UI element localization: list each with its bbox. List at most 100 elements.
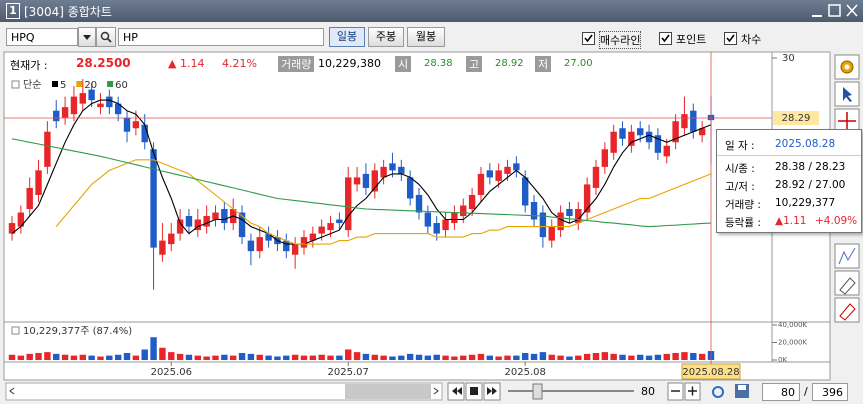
legend-label: 20 bbox=[84, 80, 97, 91]
candle-body bbox=[362, 173, 370, 188]
period-button[interactable]: 월봉 bbox=[407, 27, 445, 47]
candle-body bbox=[221, 209, 228, 224]
data-tooltip: 일 자 : 2025.08.28 시/종 : 28.38 / 28.23 고/저… bbox=[716, 129, 862, 233]
volume-bar bbox=[681, 352, 688, 360]
scrollbar[interactable] bbox=[5, 382, 443, 401]
candle-body bbox=[353, 177, 361, 185]
volume-bar bbox=[212, 355, 219, 360]
option-label: 포인트 bbox=[676, 33, 707, 46]
volume-bar bbox=[238, 352, 246, 360]
candle-body bbox=[681, 114, 688, 129]
x-label-highlight bbox=[681, 363, 741, 380]
candle-body bbox=[309, 233, 317, 241]
candle-body bbox=[114, 103, 122, 115]
legend-label: 60 bbox=[115, 80, 128, 91]
volume-bar bbox=[371, 354, 378, 360]
candle-body bbox=[495, 170, 502, 181]
volume-bar bbox=[460, 355, 467, 360]
scroll-thumb[interactable] bbox=[345, 384, 431, 399]
price-change: ▲ 1.14 bbox=[168, 57, 205, 70]
high-label: 고 bbox=[466, 56, 483, 72]
volume-bar bbox=[406, 353, 414, 360]
chart-frame bbox=[3, 51, 831, 381]
volume-bar bbox=[663, 353, 670, 360]
candle-body bbox=[663, 145, 670, 157]
tooltip-label: 등락률 : bbox=[725, 217, 761, 229]
volume-bar bbox=[690, 352, 697, 360]
volume-bar bbox=[521, 352, 529, 360]
candle-body bbox=[628, 131, 635, 146]
candle-body bbox=[150, 149, 157, 248]
volume-bar bbox=[583, 353, 591, 360]
candle-body bbox=[238, 212, 246, 238]
period-button[interactable]: 주봉 bbox=[368, 27, 404, 47]
volume-bar bbox=[283, 355, 290, 360]
code-dropdown[interactable] bbox=[78, 27, 96, 47]
name-field: HP bbox=[118, 28, 324, 46]
candle-body bbox=[159, 240, 166, 255]
candle-body bbox=[645, 131, 653, 143]
window-controls[interactable] bbox=[812, 4, 858, 18]
tool-column bbox=[834, 54, 860, 323]
volume-bar bbox=[203, 356, 210, 360]
volume-bar bbox=[123, 352, 131, 360]
legend-label: 5 bbox=[60, 80, 66, 91]
open-label: 시 bbox=[395, 56, 412, 72]
crosshair-value-box bbox=[773, 111, 819, 126]
tooltip-label: 시/종 : bbox=[725, 163, 755, 175]
candle-body bbox=[17, 212, 25, 227]
candle-body bbox=[26, 187, 33, 210]
volume-bar bbox=[530, 353, 538, 360]
volume-bar bbox=[336, 355, 343, 360]
volume-bar bbox=[274, 356, 281, 360]
volume-bar bbox=[672, 352, 679, 360]
candle-body bbox=[398, 166, 405, 174]
legend-swatch bbox=[52, 81, 58, 87]
x-tick-label: 2025.06 bbox=[151, 367, 192, 378]
candle-body bbox=[168, 233, 175, 245]
candle-body bbox=[690, 110, 697, 132]
volume-bar bbox=[265, 355, 272, 360]
low-value: 27.00 bbox=[564, 58, 593, 69]
candle-body bbox=[97, 103, 104, 108]
volume-bar bbox=[362, 353, 370, 360]
candle-body bbox=[610, 131, 617, 153]
title-bar: 1 [3004] 종합차트 bbox=[0, 0, 863, 22]
volume-bar bbox=[132, 355, 140, 360]
volume-bar bbox=[637, 354, 644, 360]
candle-body bbox=[698, 128, 706, 136]
volume-legend: 10,229,377주 (87.4%) bbox=[23, 326, 132, 337]
candle-body bbox=[327, 223, 334, 231]
zoom-slider[interactable] bbox=[532, 383, 543, 400]
volume-bar bbox=[327, 355, 334, 360]
page-input[interactable]: 80 bbox=[762, 383, 800, 401]
volume-bar bbox=[185, 354, 193, 360]
candle-body bbox=[318, 226, 325, 234]
period-button[interactable]: 일봉 bbox=[329, 27, 365, 47]
candle-body bbox=[336, 219, 343, 224]
volume-bar bbox=[79, 354, 86, 360]
volume-bar bbox=[495, 356, 502, 360]
volume-bar bbox=[592, 352, 600, 360]
search-button[interactable] bbox=[96, 27, 116, 47]
volume-bar bbox=[468, 354, 476, 360]
candle-body bbox=[106, 96, 113, 108]
window-title: [3004] 종합차트 bbox=[24, 5, 112, 19]
volume-bar bbox=[230, 355, 237, 360]
candle-body bbox=[451, 212, 458, 224]
candle-body bbox=[79, 93, 86, 104]
candle-body bbox=[265, 233, 272, 241]
candle-body bbox=[654, 135, 662, 153]
volume-bar bbox=[88, 355, 95, 360]
volume-bar bbox=[53, 353, 60, 360]
volume-bar bbox=[566, 356, 573, 360]
volume-label: 거래량 bbox=[278, 56, 315, 72]
code-input[interactable]: HPQ bbox=[6, 28, 78, 46]
candle-body bbox=[132, 121, 140, 129]
volume-bar bbox=[415, 354, 423, 360]
volume-bar bbox=[601, 352, 609, 360]
window-number: 1 bbox=[6, 3, 20, 19]
volume-bar bbox=[168, 352, 175, 360]
